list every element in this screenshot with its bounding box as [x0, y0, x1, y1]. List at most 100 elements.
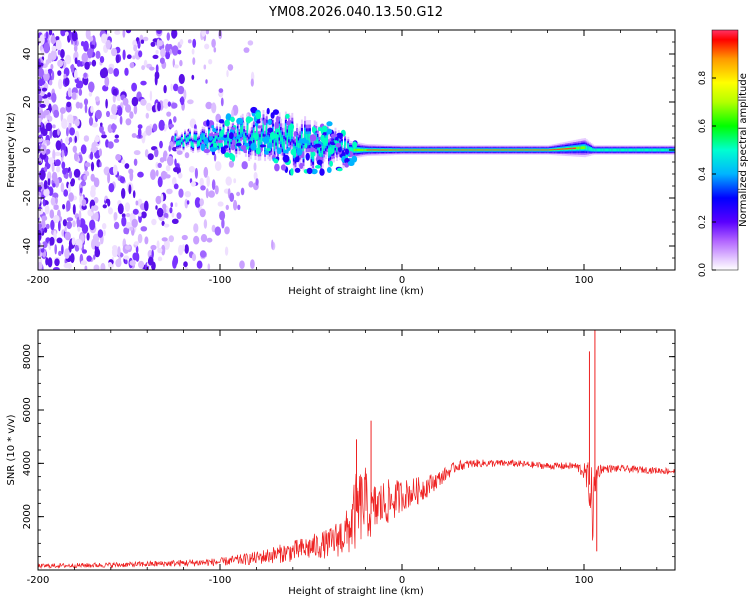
noise-blob [149, 90, 153, 101]
noise-blob [43, 166, 48, 173]
band-cell [484, 149, 487, 151]
noise-blob [88, 91, 93, 97]
band-blob [315, 165, 321, 169]
band-cell [411, 149, 414, 151]
band-cell [401, 149, 404, 151]
noise-blob [243, 47, 250, 53]
noise-blob [150, 41, 156, 47]
band-cell [222, 128, 225, 135]
noise-blob [107, 199, 111, 207]
band-cell [528, 149, 531, 151]
noise-blob [83, 40, 89, 52]
band-cell [572, 147, 575, 149]
noise-blob [138, 260, 145, 269]
noise-blob [150, 244, 157, 251]
band-cell [440, 149, 443, 151]
noise-blob [90, 105, 94, 113]
noise-blob [160, 48, 166, 58]
band-blob [255, 111, 262, 120]
noise-blob [122, 97, 129, 106]
noise-blob [93, 264, 100, 270]
band-cell [278, 126, 281, 135]
band-cell [388, 149, 391, 151]
band-blob [351, 155, 358, 163]
band-cell [251, 135, 254, 143]
band-cell [345, 153, 348, 159]
noise-blob [102, 223, 107, 230]
band-cell [523, 149, 526, 151]
noise-blob [162, 98, 170, 109]
band-cell [400, 149, 403, 151]
noise-blob [164, 124, 168, 130]
noise-blob [51, 45, 57, 52]
noise-blob [188, 166, 195, 173]
band-cell [374, 149, 377, 151]
noise-blob [214, 185, 219, 195]
band-blob [321, 137, 328, 145]
band-cell [505, 149, 508, 151]
band-cell [276, 138, 279, 147]
band-cell [598, 148, 601, 152]
band-blob [275, 128, 279, 133]
noise-blob [65, 54, 72, 65]
noise-blob [165, 165, 171, 172]
noise-blob [111, 104, 118, 115]
noise-blob [71, 30, 78, 42]
band-cell [348, 147, 351, 153]
noise-blob [61, 161, 66, 170]
noise-blob [132, 55, 136, 60]
snr-y-label: SNR (10 * v/v) [6, 414, 17, 485]
noise-blob [43, 180, 48, 190]
x-tick-label: 100 [574, 575, 593, 586]
band-blob [319, 168, 325, 176]
band-cell [206, 142, 209, 148]
band-cell [475, 149, 478, 151]
band-cell [416, 149, 419, 151]
band-cell [553, 149, 556, 150]
noise-blob [221, 218, 225, 229]
band-cell [280, 132, 283, 142]
band-cell [372, 149, 375, 151]
band-cell [424, 149, 427, 151]
noise-blob [129, 62, 135, 69]
noise-blob [137, 124, 143, 129]
noise-blob [125, 30, 132, 34]
noise-blob [240, 187, 245, 196]
band-cell [518, 149, 521, 151]
noise-blob [140, 226, 148, 232]
noise-blob [233, 178, 237, 184]
colorbar-tick-label: 0.0 [698, 263, 708, 278]
noise-blob [43, 188, 50, 197]
band-blob [276, 147, 282, 155]
band-cell [188, 134, 191, 139]
noise-blob [66, 101, 72, 108]
band-cell [184, 135, 187, 139]
band-cell [340, 143, 343, 149]
noise-blob [98, 148, 102, 157]
noise-blob [83, 72, 88, 78]
band-cell [472, 149, 475, 151]
band-cell [624, 148, 627, 152]
noise-blob [64, 150, 67, 157]
band-cell [200, 137, 203, 142]
y-tick-label: 2000 [22, 504, 33, 529]
noise-blob [156, 30, 162, 35]
noise-blob [38, 248, 41, 256]
noise-blob [178, 73, 185, 85]
figure-title: YM08.2026.040.13.50.G12 [268, 5, 443, 20]
band-cell [366, 149, 369, 151]
noise-blob [121, 188, 126, 199]
noise-blob [171, 102, 178, 109]
band-cell [270, 137, 273, 146]
noise-blob [68, 192, 74, 202]
noise-blob [219, 210, 226, 221]
noise-blob [93, 196, 99, 204]
noise-blob [111, 124, 117, 131]
noise-blob [122, 49, 126, 61]
band-cell [504, 149, 507, 151]
noise-blob [194, 167, 198, 179]
noise-blob [123, 255, 129, 260]
band-cell [481, 149, 484, 151]
noise-blob [178, 188, 184, 198]
